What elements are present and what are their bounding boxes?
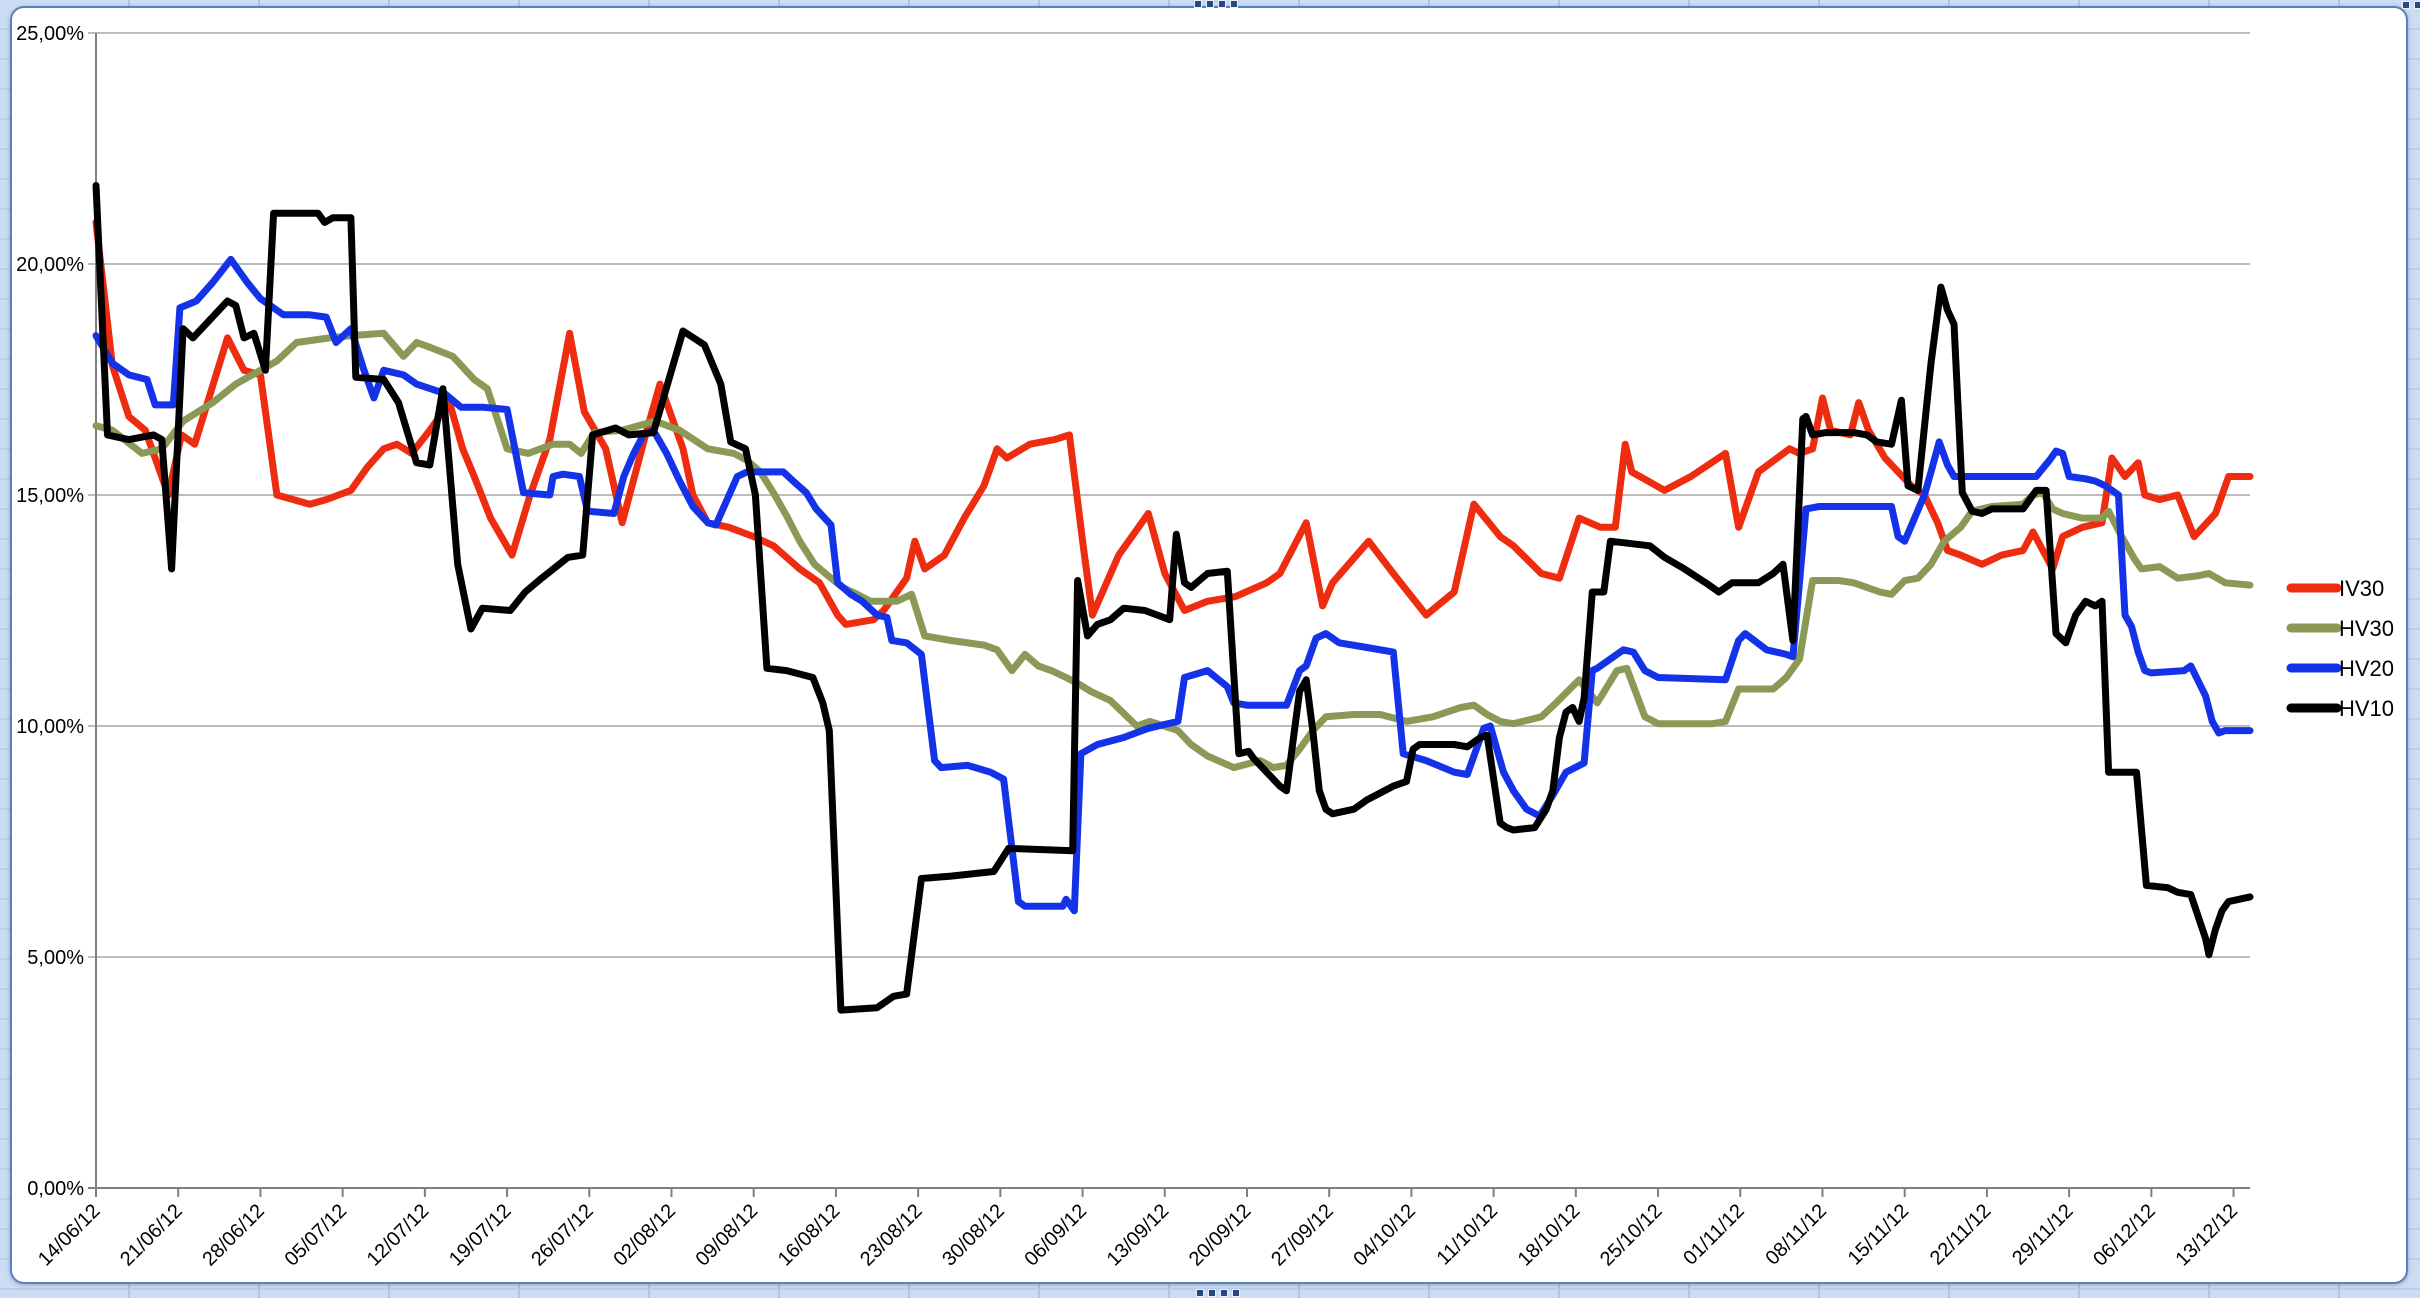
x-axis-label: 19/07/12 (445, 1200, 516, 1271)
legend-label-HV20: HV20 (2339, 656, 2394, 681)
y-axis-label: 0,00% (27, 1178, 84, 1200)
handle-dot[interactable] (1230, 0, 1238, 8)
x-axis-label: 16/08/12 (774, 1200, 845, 1271)
x-axis-label: 06/12/12 (2089, 1200, 2160, 1271)
x-axis-label: 30/08/12 (938, 1200, 1009, 1271)
x-axis-label: 06/09/12 (1020, 1200, 1091, 1271)
handle-dot[interactable] (1206, 0, 1214, 8)
y-axis-label: 15,00% (16, 485, 84, 507)
y-axis-label: 20,00% (16, 254, 84, 276)
series-line-HV20[interactable] (92, 255, 2254, 915)
x-axis-label: 13/12/12 (2171, 1200, 2242, 1271)
x-axis-label: 14/06/12 (34, 1200, 105, 1271)
x-axis-label: 02/08/12 (609, 1200, 680, 1271)
legend-label-HV10: HV10 (2339, 696, 2394, 721)
handle-dot[interactable] (2402, 1, 2410, 9)
series-line-HV10[interactable] (92, 182, 2254, 1014)
x-axis-label: 09/08/12 (692, 1200, 763, 1271)
y-axis-label: 10,00% (16, 716, 84, 738)
legend-item-HV10[interactable]: HV10 (2286, 696, 2394, 721)
legend-item-HV20[interactable]: HV20 (2286, 656, 2394, 681)
x-axis-label: 22/11/12 (1926, 1200, 1996, 1270)
handle-dot[interactable] (1232, 1289, 1240, 1297)
x-axis-label: 01/11/12 (1679, 1200, 1749, 1270)
selection-handles-top[interactable] (1194, 0, 1238, 8)
series-line-HV30[interactable] (92, 329, 2254, 772)
selection-handles-bottom[interactable] (1196, 1289, 1240, 1297)
x-axis-label: 25/10/12 (1596, 1200, 1667, 1271)
x-axis-label: 05/07/12 (281, 1200, 352, 1271)
x-axis-label: 15/11/12 (1844, 1200, 1914, 1270)
legend-item-IV30[interactable]: IV30 (2286, 576, 2384, 601)
x-axis-label: 29/11/12 (2008, 1200, 2078, 1270)
handle-dot[interactable] (1196, 1289, 1204, 1297)
y-axis-label: 25,00% (16, 23, 84, 45)
chart-window (10, 6, 2408, 1284)
x-axis-label: 13/09/12 (1103, 1200, 1174, 1271)
y-axis-label: 5,00% (27, 947, 84, 969)
x-axis-label: 04/10/12 (1349, 1200, 1420, 1271)
handle-dot[interactable] (1194, 0, 1202, 8)
x-axis-label: 26/07/12 (527, 1200, 598, 1271)
legend-label-IV30: IV30 (2339, 576, 2384, 601)
handle-dot[interactable] (1208, 1289, 1216, 1297)
x-axis-label: 28/06/12 (198, 1200, 269, 1271)
handle-dot[interactable] (1218, 0, 1226, 8)
legend-item-HV30[interactable]: HV30 (2286, 616, 2394, 641)
handle-dot[interactable] (1220, 1289, 1228, 1297)
x-axis-label: 20/09/12 (1185, 1200, 1256, 1271)
x-axis-label: 11/10/12 (1433, 1200, 1503, 1270)
selection-handles-corner[interactable] (2402, 1, 2420, 9)
x-axis-label: 21/06/12 (116, 1200, 187, 1271)
handle-dot[interactable] (2414, 1, 2420, 9)
x-axis-label: 12/07/12 (363, 1200, 434, 1271)
legend-label-HV30: HV30 (2339, 616, 2394, 641)
series-line-IV30[interactable] (92, 218, 2254, 628)
x-axis-label: 18/10/12 (1514, 1200, 1585, 1271)
x-axis-label: 08/11/12 (1761, 1200, 1831, 1270)
x-axis-label: 27/09/12 (1267, 1200, 1338, 1271)
x-axis-label: 23/08/12 (856, 1200, 927, 1271)
